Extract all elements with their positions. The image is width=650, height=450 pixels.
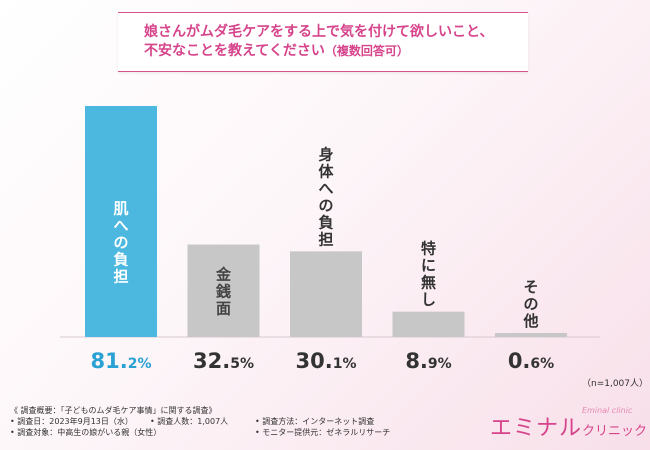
category-label-4: その他 — [522, 278, 538, 330]
survey-heading: 《 調査概要：「子どものムダ毛ケア事情」に関する調査》 — [10, 406, 217, 415]
survey-provider: • モニター提供元：ゼネラルリサーチ — [255, 428, 391, 437]
logo-english: Eminal clinic — [582, 406, 633, 415]
logo-main: エミナル — [490, 416, 583, 441]
value-label-1: 32.5% — [193, 349, 254, 373]
value-label-2: 30.1% — [296, 349, 357, 373]
bar-3 — [392, 311, 465, 337]
survey-target: • 調査対象：中高生の娘がいる親（女性） — [10, 428, 162, 437]
value-label-4: 0.6% — [508, 349, 554, 373]
category-label-3: 特に無し — [421, 240, 436, 309]
survey-date: • 調査日：2023年9月13日（水） — [10, 417, 133, 426]
chart-title-line1: 娘さんがムダ毛ケアをする上で気を付けて欲しいこと、 — [144, 24, 494, 40]
category-label-1: 金銭面 — [215, 265, 232, 317]
survey-overview: 《 調査概要：「子どものムダ毛ケア事情」に関する調査》 • 調査日：2023年9… — [10, 405, 430, 438]
value-label-3: 8.9% — [405, 349, 451, 373]
bar-1 — [187, 244, 260, 337]
chart-title-box: 娘さんがムダ毛ケアをする上で気を付けて欲しいこと、 不安なことを教えてください（… — [118, 12, 528, 72]
bar-4 — [495, 333, 567, 337]
eminal-clinic-logo: Eminal clinic エミナルクリニック — [490, 406, 648, 442]
category-label-0: 肌への負担 — [113, 200, 128, 286]
bar-0 — [85, 106, 157, 337]
chart-title-line2: 不安なことを教えてください — [144, 43, 325, 59]
value-label-0: 81.2% — [91, 349, 152, 373]
logo-clinic: クリニック — [582, 424, 648, 439]
sample-size-note: （n=1,007人） — [582, 379, 649, 389]
survey-count: • 調査人数：1,007人 — [150, 417, 229, 426]
bar-2 — [290, 251, 362, 337]
chart-title-sub: （複数回答可） — [324, 44, 409, 58]
survey-method: • 調査方法：インターネット調査 — [255, 417, 375, 426]
category-label-2: 身体への負担 — [318, 145, 334, 248]
